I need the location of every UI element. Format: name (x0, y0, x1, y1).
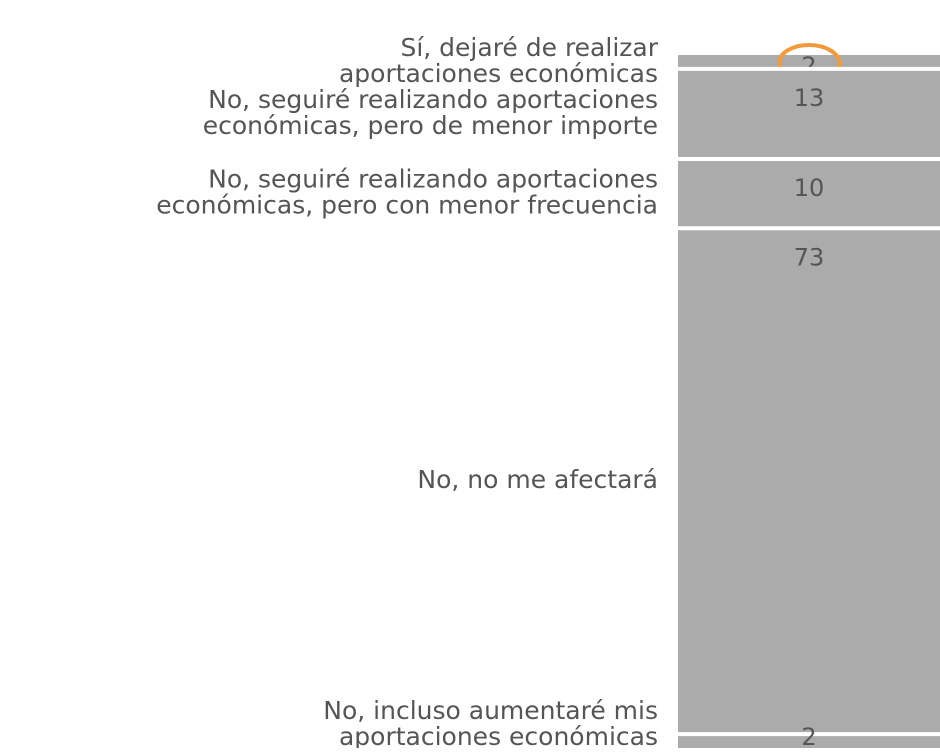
value-label: 10 (794, 174, 825, 202)
bar-segment (678, 68, 940, 159)
category-label: No, no me afectará (417, 465, 658, 494)
value-label: 73 (794, 243, 825, 271)
category-label: No, seguiré realizando aportaciones (208, 165, 658, 194)
value-label: 2 (801, 723, 816, 748)
category-label: Sí, dejaré de realizar (400, 33, 658, 62)
category-label: aportaciones económicas (339, 722, 658, 748)
bar-segment (678, 158, 940, 229)
bar-segment (678, 228, 940, 735)
bar-segment (678, 55, 940, 69)
category-label: económicas, pero con menor frecuencia (156, 191, 658, 220)
value-label: 13 (794, 84, 825, 112)
bar-segment (678, 734, 940, 748)
category-label: No, seguiré realizando aportaciones (208, 85, 658, 114)
category-label: económicas, pero de menor importe (203, 111, 658, 140)
category-label: aportaciones económicas (339, 59, 658, 88)
category-label: No, incluso aumentaré mis (323, 696, 658, 725)
